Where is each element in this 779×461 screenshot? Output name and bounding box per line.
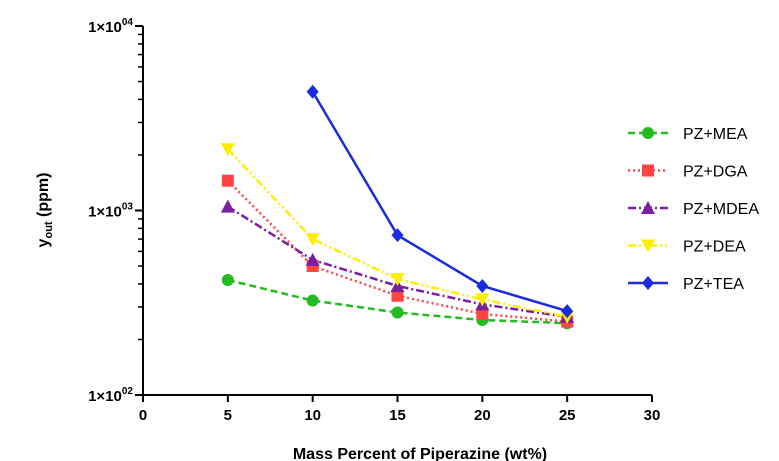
- data-point-pz-dea: [305, 233, 320, 247]
- data-point-pz-dea: [220, 143, 235, 157]
- legend-marker-pz-mdea: [641, 201, 655, 214]
- y-axis-title-sub: out: [43, 221, 55, 238]
- y-tick-label: 1×1002: [88, 386, 133, 405]
- series-pz-tea: [306, 84, 574, 319]
- data-point-pz-dea: [475, 293, 490, 307]
- x-tick-label: 30: [644, 407, 661, 424]
- y-axis-title: yout (ppm): [35, 173, 55, 248]
- data-point-pz-mea: [221, 274, 234, 287]
- series-line-pz-mea: [227, 278, 568, 325]
- legend-label-pz-mdea: PZ+MDEA: [683, 201, 759, 218]
- legend-marker-pz-dea: [641, 239, 655, 253]
- legend-item-pz-dga: PZ+DGA: [628, 164, 748, 181]
- data-point-pz-mdea: [220, 199, 235, 213]
- y-tick-label: 1×1003: [88, 202, 133, 221]
- legend: PZ+MEA PZ+DGA PZ+MDEA PZ+DEA PZ+TEA: [628, 126, 759, 293]
- data-point-pz-mdea: [305, 252, 320, 266]
- axes: 0 5 10 15 20 25 30 1×1002 1×1003 1×1004: [88, 17, 660, 424]
- x-tick-label: 5: [224, 407, 232, 424]
- x-axis-title: Mass Percent of Piperazine (wt%): [293, 446, 547, 461]
- y-axis-title-main: y: [35, 238, 52, 247]
- data-point-pz-dga: [476, 307, 489, 320]
- x-tick-label: 25: [559, 407, 576, 424]
- legend-label-pz-dea: PZ+DEA: [683, 239, 746, 256]
- y-tick-label: 1×1004: [88, 17, 133, 36]
- legend-item-pz-dea: PZ+DEA: [628, 239, 746, 256]
- legend-label-pz-dga: PZ+DGA: [683, 164, 748, 181]
- x-tick-label: 20: [474, 407, 491, 424]
- legend-marker-pz-dga: [642, 164, 654, 177]
- data-point-pz-mea: [391, 306, 404, 319]
- data-point-pz-mea: [306, 294, 319, 307]
- x-tick-label: 15: [389, 407, 406, 424]
- legend-item-pz-mea: PZ+MEA: [628, 126, 748, 143]
- x-tick-label: 10: [304, 407, 321, 424]
- legend-label-pz-mea: PZ+MEA: [683, 126, 748, 143]
- legend-marker-pz-tea: [642, 276, 654, 290]
- data-point-pz-tea: [306, 84, 319, 99]
- y-axis-title-unit: (ppm): [35, 173, 52, 222]
- data-point-pz-dga: [221, 174, 234, 187]
- legend-marker-pz-mea: [642, 127, 654, 139]
- series-line-pz-tea: [311, 91, 568, 313]
- series-layer: [220, 84, 575, 330]
- data-point-pz-tea: [561, 304, 574, 319]
- x-tick-label: 0: [139, 407, 147, 424]
- data-point-pz-tea: [391, 228, 404, 243]
- data-point-pz-tea: [476, 278, 489, 293]
- legend-label-pz-tea: PZ+TEA: [683, 276, 744, 293]
- legend-item-pz-mdea: PZ+MDEA: [628, 201, 759, 218]
- legend-item-pz-tea: PZ+TEA: [628, 276, 744, 293]
- data-point-pz-dea: [390, 273, 405, 287]
- data-point-pz-dga: [391, 289, 404, 302]
- series-pz-mdea: [220, 199, 575, 323]
